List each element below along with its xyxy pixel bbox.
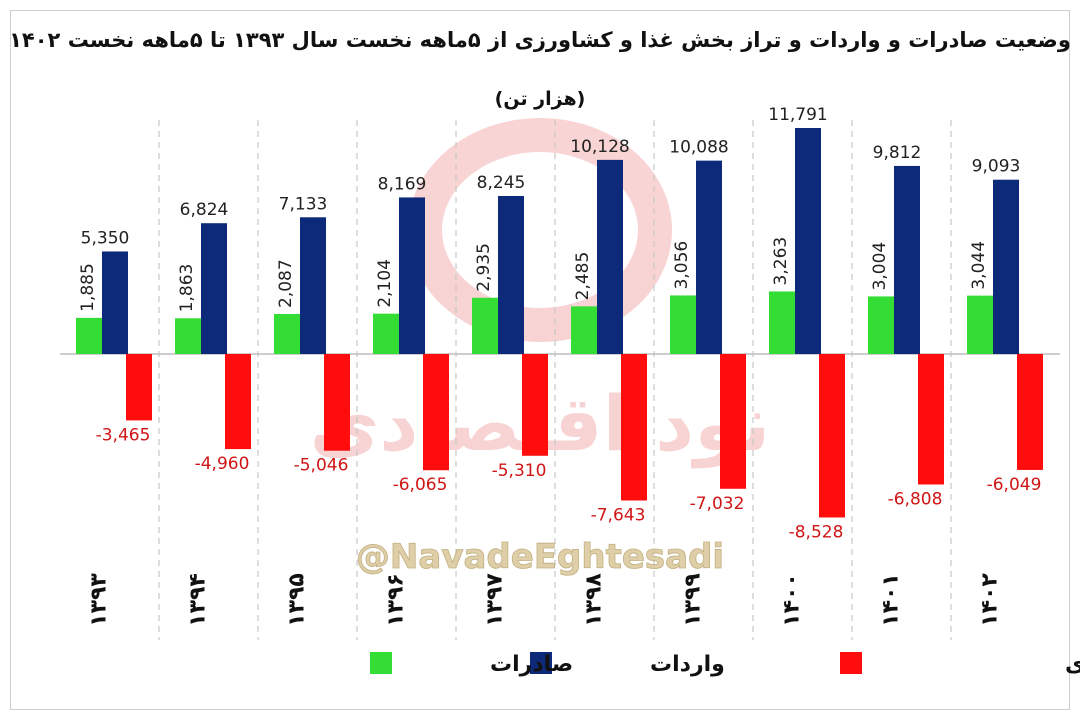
bar-label-imports: 10,088: [669, 138, 728, 158]
bar-label-exports: 1,863: [177, 264, 197, 313]
legend-swatch: [530, 652, 552, 674]
bar-label-exports: 3,044: [969, 241, 989, 290]
bar-label-balance: -7,032: [690, 494, 745, 514]
bar-balance: [126, 354, 152, 421]
category-label: ۱۳۹۷: [483, 573, 508, 627]
bar-label-imports: 9,093: [972, 157, 1021, 177]
legend-label: تراز بخش غذا و کشاورزی: [1065, 652, 1080, 677]
bar-balance: [423, 354, 449, 471]
bar-balance: [522, 354, 548, 456]
bar-label-balance: -5,310: [492, 461, 547, 481]
chart-title: وضعیت صادرات و واردات و تراز بخش غذا و ک…: [9, 28, 1071, 52]
category-label: ۱۳۹۳: [87, 573, 112, 627]
bar-label-imports: 7,133: [279, 194, 328, 214]
bar-imports: [894, 165, 920, 354]
category-label: ۱۴۰۱: [879, 573, 904, 627]
category-label: ۱۳۹۸: [582, 573, 607, 627]
bar-label-imports: 8,169: [378, 174, 427, 194]
bar-imports: [399, 197, 425, 354]
bar-label-balance: -7,643: [591, 505, 646, 525]
chart-subtitle: (هزار تن): [494, 88, 586, 110]
bar-label-balance: -6,049: [987, 475, 1042, 495]
category-labels-group: ۱۳۹۳ ۱۳۹۴ ۱۳۹۵ ۱۳۹۶ ۱۳۹۷ ۱۳۹۸ ۱۳۹۹ ۱۴۰۰ ۱۴۰۱ ۱۴۰۲: [87, 573, 1003, 627]
category-label: ۱۳۹۹: [681, 573, 706, 627]
bar-exports: [571, 306, 597, 354]
bar-balance: [918, 354, 944, 485]
category-label: ۱۳۹۵: [285, 573, 310, 627]
bar-balance: [720, 354, 746, 489]
bar-balance: [324, 354, 350, 451]
legend-label: واردات: [650, 652, 725, 677]
bar-exports: [274, 313, 300, 354]
category-label: ۱۴۰۰: [780, 573, 805, 627]
bar-label-balance: -8,528: [789, 522, 844, 542]
bar-label-exports: 3,056: [672, 241, 692, 290]
bar-label-exports: 1,885: [78, 263, 98, 312]
category-label: ۱۳۹۶: [384, 573, 409, 627]
bar-imports: [498, 195, 524, 354]
bar-label-imports: 9,812: [873, 143, 922, 163]
bar-exports: [76, 317, 102, 354]
bar-imports: [795, 128, 821, 354]
legend-swatch: [840, 652, 862, 674]
bar-label-balance: -6,808: [888, 489, 943, 509]
category-label: ۱۴۰۲: [978, 573, 1003, 627]
bar-balance: [819, 354, 845, 518]
bar-exports: [868, 296, 894, 354]
legend: تراز بخش غذا و کشاورزی واردات صادرات: [370, 652, 1080, 677]
legend-label: صادرات: [490, 652, 573, 677]
bar-label-exports: 2,935: [474, 243, 494, 292]
bar-exports: [967, 295, 993, 354]
category-label: ۱۳۹۴: [186, 573, 211, 627]
bar-label-balance: -6,065: [393, 475, 448, 495]
bar-balance: [225, 354, 251, 450]
bar-label-balance: -5,046: [294, 456, 349, 476]
bar-label-balance: -4,960: [195, 454, 250, 474]
bar-label-exports: 2,087: [276, 259, 296, 308]
bar-label-imports: 11,791: [768, 105, 827, 125]
bar-label-exports: 3,263: [771, 237, 791, 286]
bar-exports: [175, 318, 201, 354]
bar-label-imports: 10,128: [570, 137, 629, 157]
watermark-handle: @NavadeEghtesadi: [356, 537, 724, 577]
legend-swatch: [370, 652, 392, 674]
bar-label-exports: 2,485: [573, 252, 593, 301]
bar-exports: [769, 291, 795, 354]
category-separators: [158, 120, 952, 640]
bar-exports: [670, 295, 696, 354]
bar-label-exports: 2,104: [375, 259, 395, 308]
bar-imports: [993, 179, 1019, 354]
bar-label-imports: 8,245: [477, 173, 526, 193]
bar-label-imports: 6,824: [180, 200, 229, 220]
bar-label-exports: 3,004: [870, 242, 890, 291]
bar-series-group: [76, 128, 1043, 518]
bar-imports: [300, 217, 326, 354]
bar-imports: [102, 251, 128, 354]
bar-imports: [201, 223, 227, 354]
bar-balance: [621, 354, 647, 501]
bar-labels-group: 1,885 5,350 -3,465 1,863 6,824 -4,960 2,087 7,1…: [78, 105, 1041, 542]
bar-exports: [472, 297, 498, 354]
bar-balance: [1017, 354, 1043, 470]
bar-imports: [696, 160, 722, 354]
bar-label-imports: 5,350: [81, 228, 130, 248]
bar-imports: [597, 159, 623, 354]
bar-exports: [373, 313, 399, 354]
bar-label-balance: -3,465: [96, 425, 151, 445]
